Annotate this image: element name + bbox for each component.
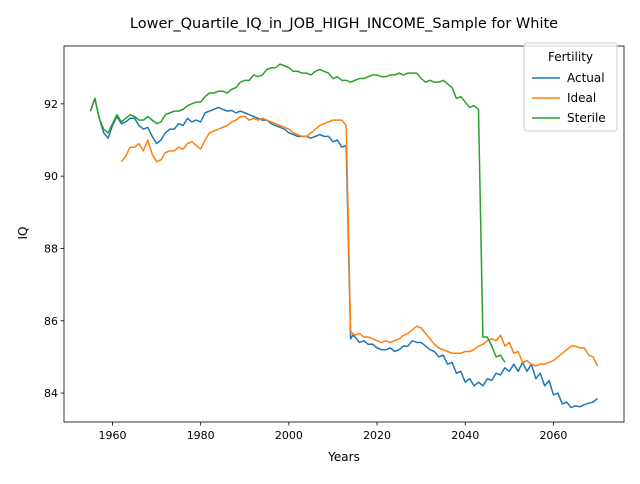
legend-label-ideal: Ideal <box>567 91 596 105</box>
chart-title: Lower_Quartile_IQ_in_JOB_HIGH_INCOME_Sam… <box>130 16 558 32</box>
plot-area <box>89 63 599 409</box>
y-axis-label: IQ <box>16 227 30 240</box>
x-tick-label: 2020 <box>363 429 391 442</box>
legend-label-sterile: Sterile <box>567 111 606 125</box>
series-line-ideal <box>120 115 599 367</box>
x-tick-label: 1980 <box>187 429 215 442</box>
y-tick-label: 90 <box>44 170 58 183</box>
legend-title: Fertility <box>548 50 593 64</box>
y-tick-label: 92 <box>44 98 58 111</box>
axes: 1960 1980 2000 2020 2040 2060 84 86 88 90 92 <box>44 45 625 442</box>
x-tick-label: 2000 <box>275 429 303 442</box>
x-axis-label: Years <box>327 450 360 464</box>
series-line-sterile <box>89 63 506 363</box>
legend: Fertility Actual Ideal Sterile <box>523 42 618 132</box>
y-tick-label: 86 <box>44 315 58 328</box>
x-tick-label: 1960 <box>99 429 127 442</box>
legend-label-actual: Actual <box>567 71 605 85</box>
x-tick-label: 2040 <box>451 429 479 442</box>
legend-box <box>523 42 618 132</box>
y-tick-label: 84 <box>44 387 58 400</box>
x-tick-label: 2060 <box>539 429 567 442</box>
y-tick-label: 88 <box>44 242 58 255</box>
axes-frame <box>63 45 625 423</box>
